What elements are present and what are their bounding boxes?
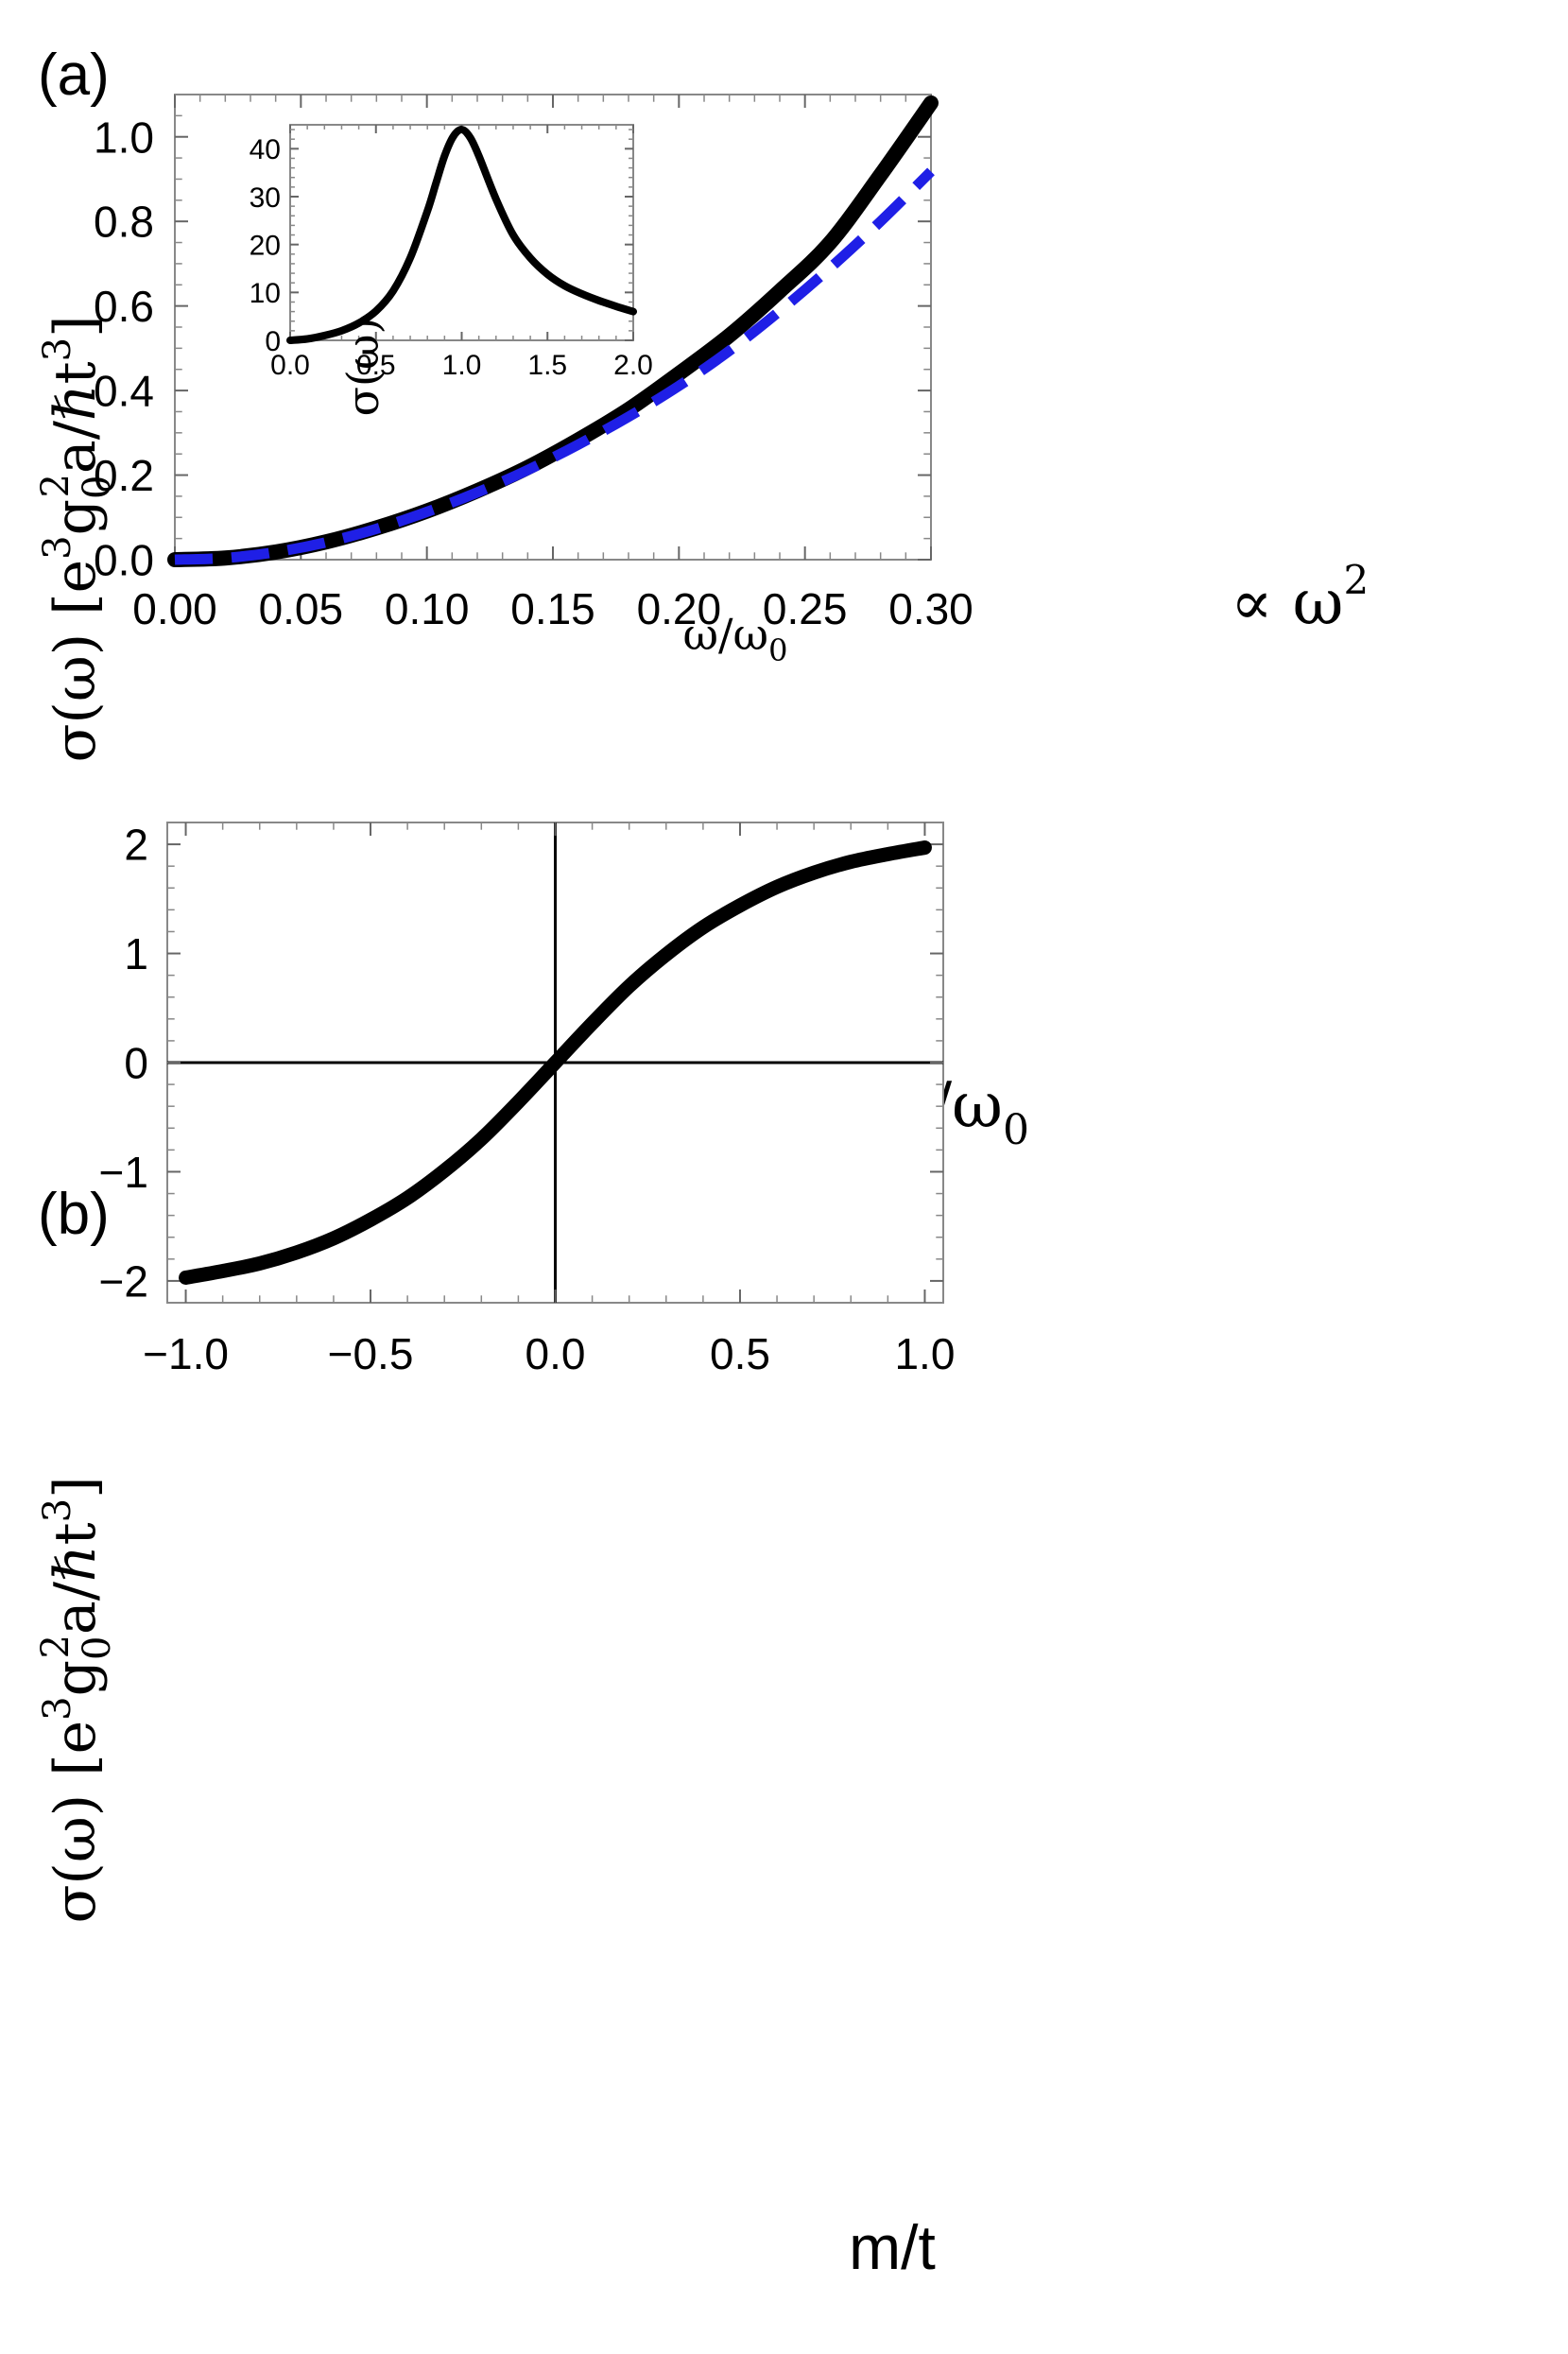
x-tick-label: 0.0 (526, 1329, 586, 1378)
x-tick-label: 0.5 (356, 350, 396, 381)
x-tick-label: 0.10 (385, 584, 470, 633)
x-tick-label: 1.0 (894, 1329, 955, 1378)
x-tick-label: 0.05 (259, 584, 344, 633)
series-line-solid (179, 840, 932, 1285)
panel-a-label: (a) (38, 43, 110, 108)
x-tick-label: −0.5 (328, 1329, 414, 1378)
x-tick-label: 2.0 (613, 350, 653, 381)
x-tick-label: 0.00 (132, 584, 217, 633)
y-tick-label: 0.4 (94, 367, 154, 416)
x-tick-label: 1.5 (527, 350, 567, 381)
x-tick-label: 0.30 (888, 584, 974, 633)
x-tick-label: 1.0 (442, 350, 482, 381)
y-tick-label: 0 (124, 1039, 148, 1088)
y-tick-label: 2 (124, 821, 148, 870)
panel-b: (b) −1.0 −0.5 0.0 0.5 1.0 −2 −1 0 1 2 m/t σ(ω) [e… (34, 821, 955, 2282)
x-tick-label: 0.25 (763, 584, 848, 633)
x-tick-label: 0.5 (710, 1329, 770, 1378)
y-tick-label: 0 (265, 326, 281, 357)
panel-a-y-axis-label: σ(ω) [e3g02a/ℏt3] (34, 315, 119, 762)
panel-a: (a) 0.00 0.05 0.10 0.15 0.20 0.25 0.300.00.20.… (34, 43, 1369, 1154)
x-tick-label: −1.0 (143, 1329, 229, 1378)
y-tick-label: 0.6 (94, 282, 154, 331)
series-line-dashed (174, 167, 935, 565)
inset-x-axis-label: ω/ω0 (683, 609, 788, 668)
y-tick-label: 20 (250, 230, 281, 261)
y-tick-label: 30 (250, 182, 281, 214)
y-tick-label: 10 (250, 278, 281, 309)
panel-b-y-axis-label: σ(ω) [e3g02a/ℏt3] (34, 1476, 119, 1923)
panel-a-annotation: ∝ ω2 (1231, 557, 1369, 639)
panel-b-plot-area: −1.0 −0.5 0.0 0.5 1.0 −2 −1 0 1 2 (99, 821, 956, 1378)
y-tick-label: 1.0 (94, 113, 154, 162)
panel-b-label: (b) (38, 1182, 110, 1247)
y-tick-label: −2 (99, 1256, 148, 1306)
inset-y-axis-label: σ(ω) (337, 318, 388, 417)
panel-a-inset: 0.0 0.5 1.0 1.5 2.0 0 10 20 30 40 (250, 124, 653, 381)
y-tick-label: 40 (250, 134, 281, 165)
y-tick-label: 0.0 (94, 536, 154, 585)
series-line-solid (286, 126, 637, 344)
panel-b-x-axis-label: m/t (849, 2212, 936, 2282)
x-tick-label: 0.20 (637, 584, 722, 633)
x-tick-label: 0.15 (510, 584, 595, 633)
y-tick-label: 0.2 (94, 451, 154, 500)
y-tick-label: −1 (99, 1148, 148, 1197)
plot-frame (289, 124, 634, 341)
y-tick-label: 1 (124, 929, 148, 978)
y-tick-label: 0.8 (94, 198, 154, 247)
x-tick-label: 0.0 (270, 350, 310, 381)
